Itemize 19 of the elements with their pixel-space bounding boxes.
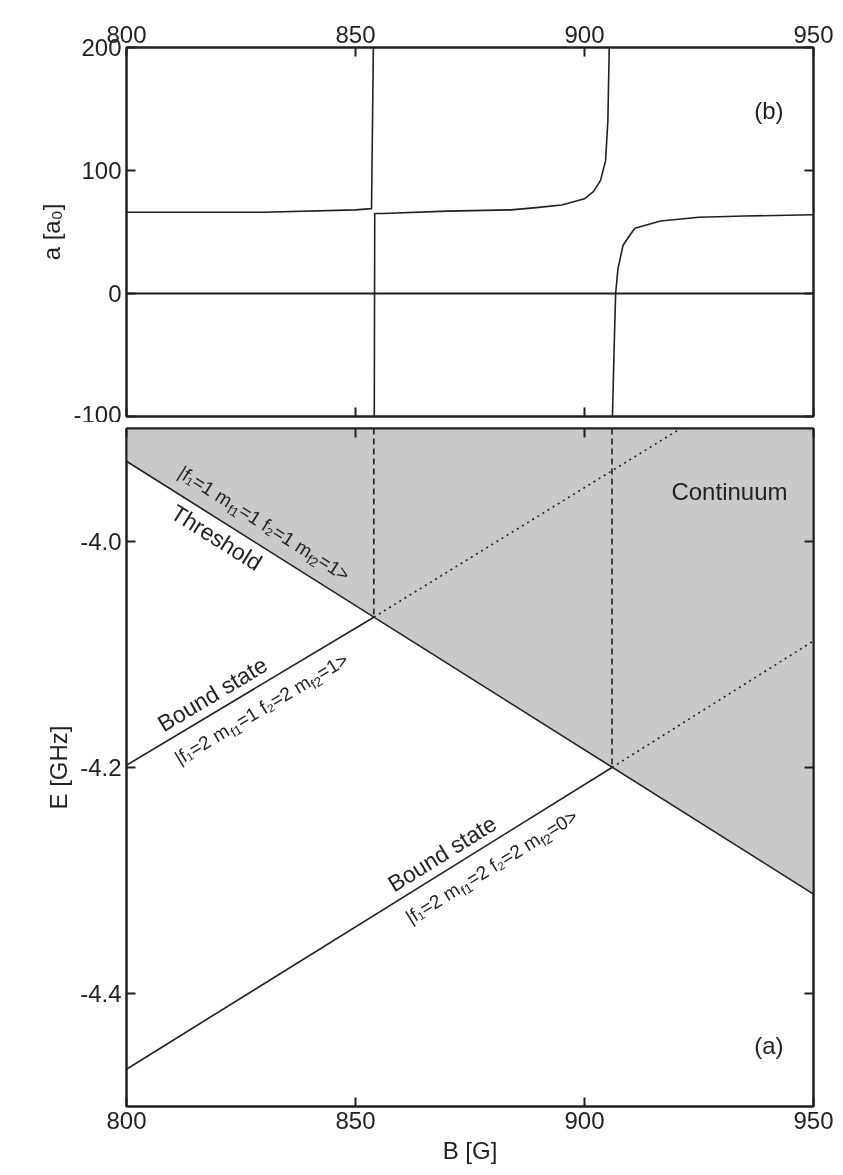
y-tick-label: -4.0 xyxy=(80,528,122,555)
annotation: Continuum xyxy=(671,478,788,505)
x-tick-label: 900 xyxy=(564,20,605,48)
x-tick-label: 950 xyxy=(793,20,834,48)
y-axis-title: E [GHz] xyxy=(45,725,73,810)
annotation: (a) xyxy=(754,1032,784,1059)
x-tick-label: 800 xyxy=(106,1106,147,1134)
x-tick-label: 850 xyxy=(335,1106,376,1134)
x-axis-title: B [G] xyxy=(442,1136,498,1164)
x-tick-label: 950 xyxy=(793,1106,834,1134)
x-tick-label: 900 xyxy=(564,1106,605,1134)
y-axis-title: a [a₀] xyxy=(38,203,66,261)
y-tick-label: 0 xyxy=(108,280,122,307)
y-tick-label: -100 xyxy=(73,400,122,428)
y-tick-label: -4.2 xyxy=(80,754,122,781)
annotation: (b) xyxy=(754,97,784,124)
x-tick-label: 850 xyxy=(335,20,376,48)
y-tick-label: -4.4 xyxy=(80,980,122,1007)
y-tick-label: 100 xyxy=(81,157,122,184)
